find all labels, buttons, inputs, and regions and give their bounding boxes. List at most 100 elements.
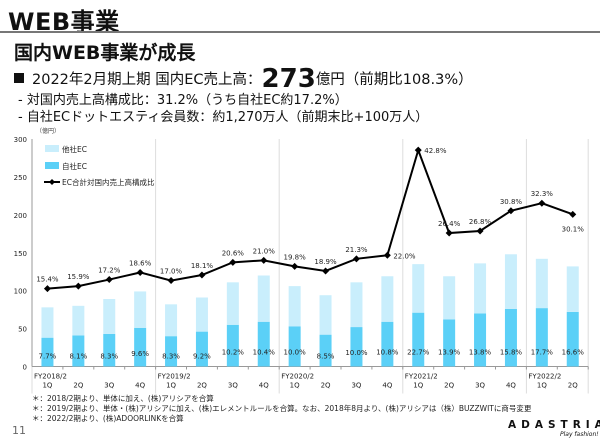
- y-tick-label: 100: [14, 288, 27, 296]
- x-tick-label: 1Q: [166, 382, 176, 390]
- legend-other-ec-swatch: [45, 145, 59, 152]
- footnote: ＊：2022/2期より、(株)ADOORLINKを合算: [32, 414, 184, 423]
- legend-ratio-label: EC合計対国内売上高構成比: [62, 177, 155, 187]
- key-figure: 2022年2月期上期 国内EC売上高：273億円（前期比108.3%）: [14, 64, 473, 94]
- other-ec-bar: [350, 282, 363, 328]
- section-heading: 国内WEB事業が成長: [14, 42, 196, 64]
- ec-ratio-label: 18.9%: [314, 258, 337, 266]
- own-ec-share-label: 13.8%: [469, 349, 492, 357]
- other-ec-bar: [504, 254, 517, 309]
- own-ec-share-label: 8.3%: [162, 353, 180, 361]
- own-ec-bar: [443, 319, 456, 367]
- other-ec-bar: [381, 276, 394, 322]
- own-ec-bar: [134, 327, 147, 367]
- own-ec-bar: [72, 335, 85, 367]
- ec-ratio-label: 17.0%: [160, 268, 183, 276]
- title-divider: [0, 31, 600, 33]
- x-tick-label: 4Q: [259, 382, 269, 390]
- own-ec-bar: [566, 311, 579, 367]
- ec-ratio-point: [43, 285, 51, 293]
- ec-ratio-label: 15.4%: [36, 276, 59, 284]
- ec-ratio-point: [167, 277, 175, 285]
- ec-sales-chart: 0 50 100 150 200 250 300 7.7% 1Q 8.1% 2Q 8.3% 3Q 9.6%…: [14, 136, 589, 394]
- other-ec-bar: [566, 266, 579, 312]
- own-ec-bar: [288, 326, 301, 367]
- ec-ratio-point: [383, 251, 391, 259]
- x-tick-label: 2Q: [568, 382, 578, 390]
- own-ec-share-label: 10.0%: [284, 349, 307, 357]
- own-ec-share-label: 16.6%: [562, 349, 585, 357]
- x-tick-label: 1Q: [290, 382, 300, 390]
- footnote: ＊：2018/2期より、単体に加え、(株)アリシアを合算: [32, 394, 214, 403]
- ec-ratio-label: 30.8%: [500, 198, 523, 206]
- own-ec-share-label: 13.9%: [438, 349, 461, 357]
- own-ec-share-label: 10.8%: [376, 349, 399, 357]
- ec-ratio-point: [198, 271, 206, 279]
- ec-ratio-point: [476, 227, 484, 235]
- x-tick-label: 4Q: [135, 382, 145, 390]
- x-tick-label: 2Q: [444, 382, 454, 390]
- own-ec-share-label: 8.1%: [69, 353, 87, 361]
- other-ec-bar: [226, 282, 239, 325]
- own-ec-share-label: 8.3%: [100, 353, 118, 361]
- ec-ratio-point: [229, 258, 237, 266]
- own-ec-bar: [195, 331, 208, 367]
- logo-tagline: Play fashion!: [560, 431, 599, 438]
- ec-ratio-label: 42.8%: [424, 147, 447, 155]
- ec-ratio-point: [74, 282, 82, 290]
- ec-ratio-point: [414, 146, 422, 154]
- ec-ratio-line: [47, 146, 574, 290]
- x-tick-label: 1Q: [42, 382, 52, 390]
- ec-ratio-label: 19.8%: [284, 253, 307, 261]
- ec-ratio-label: 20.6%: [222, 249, 245, 257]
- own-ec-bar: [504, 308, 517, 367]
- own-ec-bar: [350, 327, 363, 367]
- x-tick-label: 1Q: [413, 382, 423, 390]
- ec-ratio-point: [352, 255, 360, 263]
- legend-own-ec-label: 自社EC: [62, 161, 87, 171]
- ec-ratio-label: 32.3%: [531, 190, 554, 198]
- other-ec-bar: [288, 286, 301, 327]
- own-ec-share-label: 9.2%: [193, 353, 211, 361]
- own-ec-bar: [474, 313, 487, 367]
- own-ec-share-label: 10.2%: [222, 349, 245, 357]
- ec-ratio-point: [569, 210, 577, 218]
- own-ec-share-label: 10.4%: [253, 349, 276, 357]
- footnote: ＊：2019/2期より、単体・(株)アリシアに加え、(株)エレメントルールを合算…: [32, 404, 532, 413]
- fiscal-year-label: FY2020/2: [281, 373, 314, 381]
- own-ec-share-label: 17.7%: [531, 349, 554, 357]
- other-ec-bar: [319, 295, 332, 335]
- own-ec-share-label: 8.5%: [317, 353, 335, 361]
- other-ec-bar: [195, 297, 208, 332]
- own-ec-bar: [165, 336, 178, 367]
- own-ec-share-label: 10.0%: [345, 349, 368, 357]
- other-ec-bar: [41, 307, 54, 338]
- ec-ratio-label: 21.3%: [345, 246, 368, 254]
- own-ec-share-label: 22.7%: [407, 349, 430, 357]
- legend-diamond-icon: [49, 179, 55, 185]
- other-ec-bar: [535, 258, 548, 309]
- x-tick-label: 3Q: [475, 382, 485, 390]
- other-ec-bar: [474, 263, 487, 314]
- x-tick-label: 3Q: [351, 382, 361, 390]
- other-ec-bar: [257, 275, 270, 322]
- other-ec-bar: [103, 299, 116, 334]
- ec-ratio-point: [260, 256, 268, 264]
- own-ec-bar: [535, 308, 548, 367]
- fiscal-year-label: FY2021/2: [405, 373, 438, 381]
- own-ec-bar: [319, 334, 332, 367]
- key-figure-value: 273: [261, 64, 316, 94]
- unit-label: （億円）: [36, 128, 61, 135]
- fiscal-year-label: FY2019/2: [158, 373, 191, 381]
- key-figure-prefix: 2022年2月期上期 国内EC売上高：: [32, 72, 262, 88]
- other-ec-bar: [134, 291, 147, 328]
- sub-point: - 自社ECドットエスティ会員数：約1,270万人（前期末比+100万人）: [18, 110, 429, 125]
- ec-ratio-label: 26.8%: [469, 218, 492, 226]
- ec-ratio-label: 18.1%: [191, 262, 214, 270]
- other-ec-bar: [165, 304, 178, 337]
- x-tick-label: 1Q: [537, 382, 547, 390]
- other-ec-bar: [72, 305, 85, 336]
- own-ec-bar: [257, 321, 270, 367]
- y-tick-label: 250: [14, 174, 27, 182]
- fiscal-year-label: FY2018/2: [34, 373, 67, 381]
